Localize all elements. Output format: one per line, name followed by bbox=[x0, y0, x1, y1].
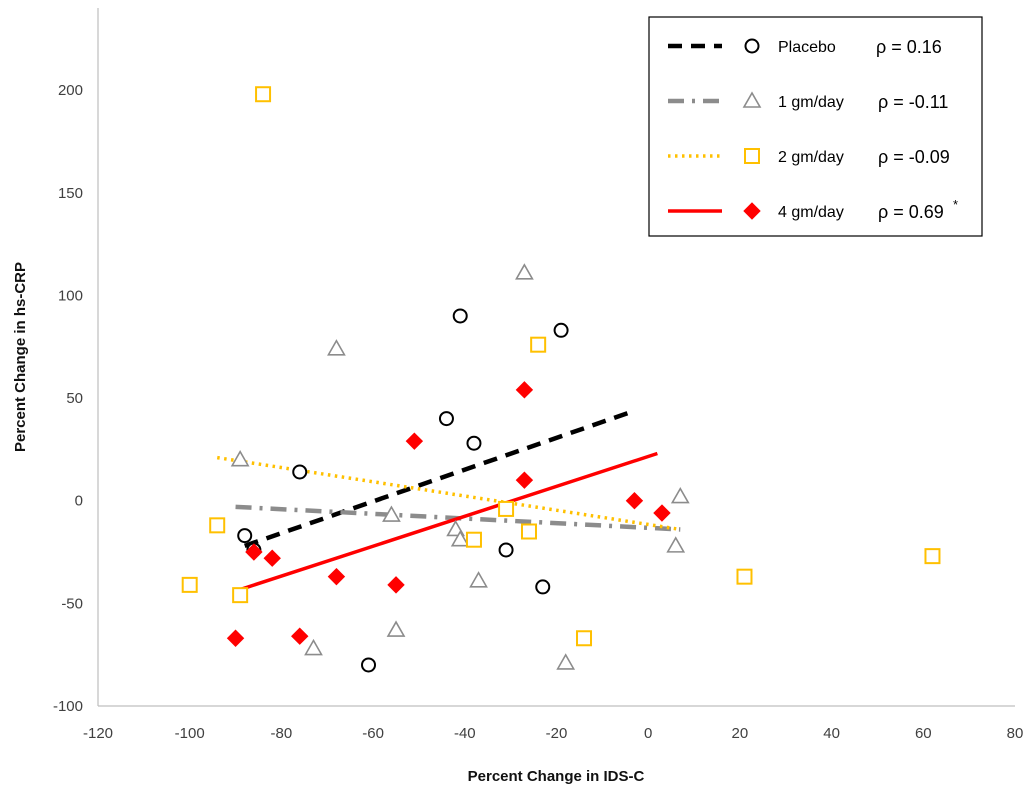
data-point-1-gm-day bbox=[670, 486, 690, 504]
data-point-1-gm-day bbox=[304, 638, 323, 656]
data-point-2-gm-day bbox=[498, 500, 515, 517]
legend-rho-1-gm-day: ρ = -0.11 bbox=[878, 92, 948, 112]
axes bbox=[97, 8, 1015, 707]
x-tick-label: -60 bbox=[362, 725, 384, 742]
data-point-2-gm-day bbox=[465, 531, 482, 548]
x-tick-label: -20 bbox=[546, 725, 568, 742]
data-point-4-gm-day bbox=[625, 491, 644, 510]
data-point-1-gm-day bbox=[469, 571, 488, 588]
x-axis-title: Percent Change in IDS-C bbox=[468, 768, 645, 785]
legend-rho-placebo: ρ = 0.16 bbox=[876, 37, 942, 57]
y-tick-label: 50 bbox=[66, 390, 83, 407]
data-point-2-gm-day bbox=[255, 86, 272, 103]
data-point-2-gm-day bbox=[209, 517, 226, 534]
data-point-1-gm-day bbox=[327, 339, 346, 356]
data-point-1-gm-day bbox=[556, 653, 576, 670]
x-tick-label: -120 bbox=[83, 725, 113, 742]
data-point-2-gm-day bbox=[232, 587, 249, 604]
data-point-4-gm-day bbox=[515, 471, 534, 489]
data-point-4-gm-day bbox=[653, 504, 671, 522]
y-tick-label: -50 bbox=[61, 595, 83, 612]
y-axis-title: Percent Change in hs-CRP bbox=[12, 262, 29, 452]
legend-marker-1-gm-day bbox=[742, 91, 762, 108]
data-point-placebo bbox=[452, 308, 468, 324]
data-point-placebo bbox=[466, 435, 482, 451]
legend-entries: Placebo ρ = 0.16 1 gm/day ρ = -0.11 2 gm/day… bbox=[668, 37, 958, 222]
data-point-4-gm-day bbox=[387, 576, 405, 594]
data-point-2-gm-day bbox=[530, 336, 547, 353]
legend-label-placebo: Placebo bbox=[778, 39, 836, 56]
data-point-1-gm-day bbox=[515, 263, 534, 280]
data-point-4-gm-day bbox=[226, 629, 245, 647]
data-point-4-gm-day bbox=[291, 627, 309, 645]
data-point-placebo bbox=[292, 464, 308, 480]
x-tick-label: -40 bbox=[454, 725, 476, 742]
trendlines bbox=[216, 410, 681, 593]
legend-marker-4-gm-day bbox=[743, 202, 761, 220]
data-point-1-gm-day bbox=[666, 536, 686, 553]
legend-marker-placebo bbox=[744, 38, 760, 54]
data-point-4-gm-day bbox=[327, 567, 346, 586]
data-point-2-gm-day bbox=[736, 568, 753, 585]
legend-label-4-gm-day: 4 gm/day bbox=[778, 204, 844, 221]
data-point-4-gm-day bbox=[245, 543, 263, 561]
data-point-placebo bbox=[498, 542, 514, 558]
x-tick-label: 20 bbox=[732, 725, 749, 742]
x-tick-labels: -120 -100 -80 -60 -40 -20 0 20 40 60 80 bbox=[83, 725, 1023, 742]
y-tick-label: -100 bbox=[53, 698, 83, 715]
y-tick-label: 0 bbox=[75, 493, 83, 510]
data-point-4-gm-day bbox=[515, 381, 534, 399]
data-point-2-gm-day bbox=[924, 548, 941, 565]
x-tick-label: 60 bbox=[915, 725, 932, 742]
y-tick-label: 200 bbox=[58, 82, 83, 99]
trendline-4-gm-day bbox=[235, 451, 658, 593]
data-point-1-gm-day bbox=[382, 505, 401, 522]
data-point-placebo bbox=[438, 411, 454, 427]
data-point-2-gm-day bbox=[576, 630, 593, 647]
y-tick-labels: -100 -50 0 50 100 150 200 bbox=[53, 82, 83, 715]
significance-marker: * bbox=[953, 197, 958, 212]
legend-label-1-gm-day: 1 gm/day bbox=[778, 94, 844, 111]
data-point-placebo bbox=[237, 528, 253, 544]
y-tick-label: 150 bbox=[58, 185, 83, 202]
data-points bbox=[181, 86, 941, 673]
x-tick-label: -100 bbox=[175, 725, 205, 742]
data-point-placebo bbox=[553, 322, 569, 338]
legend: Placebo ρ = 0.16 1 gm/day ρ = -0.11 2 gm/day… bbox=[648, 16, 983, 237]
y-tick-label: 100 bbox=[58, 287, 83, 304]
data-point-1-gm-day bbox=[230, 450, 250, 467]
x-tick-label: 40 bbox=[823, 725, 840, 742]
data-point-4-gm-day bbox=[263, 549, 281, 567]
legend-rho-4-gm-day: ρ = 0.69 bbox=[878, 202, 944, 222]
data-point-4-gm-day bbox=[405, 432, 424, 450]
data-point-1-gm-day bbox=[386, 620, 406, 637]
legend-box bbox=[648, 16, 983, 237]
data-point-placebo bbox=[361, 657, 377, 673]
data-point-2-gm-day bbox=[520, 523, 537, 540]
legend-marker-2-gm-day bbox=[744, 148, 760, 164]
legend-rho-2-gm-day: ρ = -0.09 bbox=[878, 147, 950, 167]
data-point-2-gm-day bbox=[181, 576, 198, 593]
x-tick-label: 80 bbox=[1007, 725, 1024, 742]
x-tick-label: 0 bbox=[644, 725, 652, 742]
x-tick-label: -80 bbox=[271, 725, 293, 742]
legend-label-2-gm-day: 2 gm/day bbox=[778, 149, 844, 166]
data-point-1-gm-day bbox=[450, 530, 470, 547]
data-point-placebo bbox=[535, 579, 551, 595]
